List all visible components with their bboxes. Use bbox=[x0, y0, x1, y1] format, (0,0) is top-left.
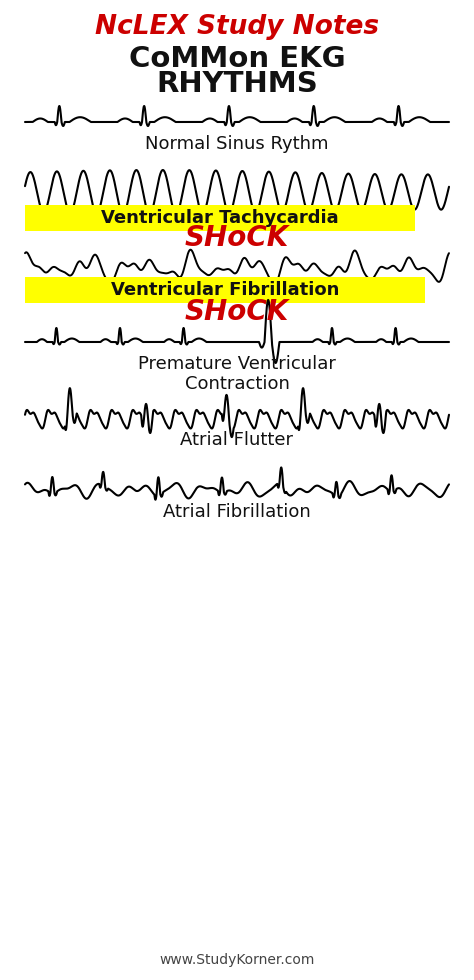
Text: Premature Ventricular
Contraction: Premature Ventricular Contraction bbox=[138, 355, 336, 393]
Text: CoMMon EKG: CoMMon EKG bbox=[128, 45, 346, 73]
Text: NcLEX Study Notes: NcLEX Study Notes bbox=[95, 14, 379, 40]
Text: SHoCK: SHoCK bbox=[185, 298, 289, 326]
Text: RHYTHMS: RHYTHMS bbox=[156, 70, 318, 98]
Text: www.StudyKorner.com: www.StudyKorner.com bbox=[159, 953, 315, 967]
Text: Ventricular Tachycardia: Ventricular Tachycardia bbox=[101, 209, 339, 227]
Text: Atrial Flutter: Atrial Flutter bbox=[181, 431, 293, 449]
FancyBboxPatch shape bbox=[25, 277, 425, 303]
FancyBboxPatch shape bbox=[25, 205, 415, 231]
Text: Atrial Fibrillation: Atrial Fibrillation bbox=[163, 503, 311, 521]
Text: Ventricular Fibrillation: Ventricular Fibrillation bbox=[111, 281, 339, 299]
Text: Normal Sinus Rythm: Normal Sinus Rythm bbox=[145, 135, 329, 153]
Text: SHoCK: SHoCK bbox=[185, 224, 289, 252]
